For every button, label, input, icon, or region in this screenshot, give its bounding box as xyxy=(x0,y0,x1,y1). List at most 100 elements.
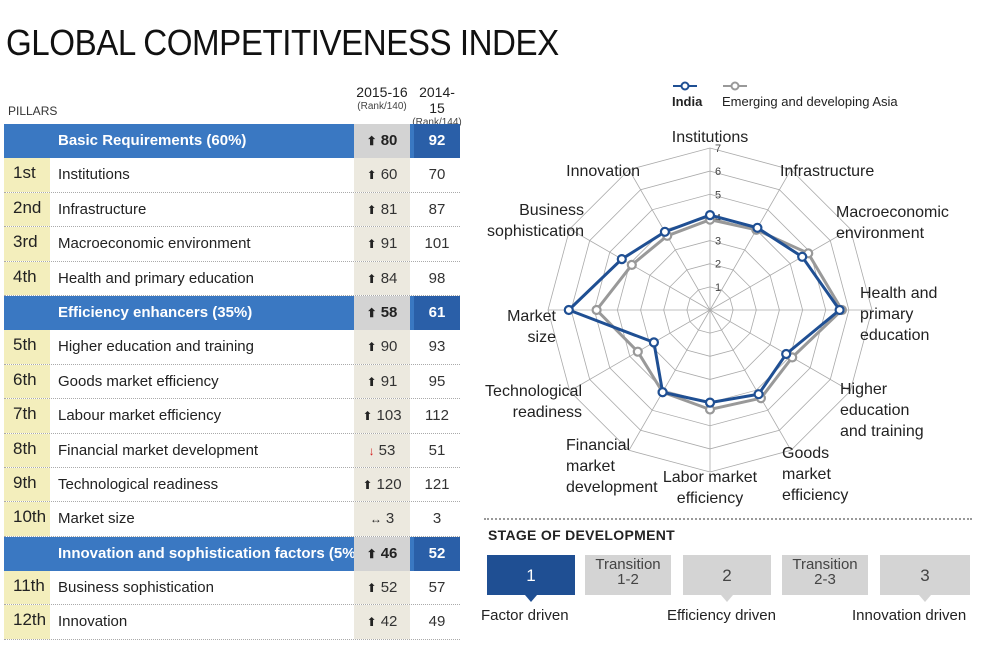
series-point xyxy=(648,337,659,348)
pillar-name: Macroeconomic environment xyxy=(58,235,251,253)
series-point xyxy=(753,389,764,400)
pillar-name: Institutions xyxy=(58,166,130,184)
arrow-up-icon: ⬆ xyxy=(366,305,377,320)
axis-label: Macroeconomic environment xyxy=(836,204,949,242)
series-point xyxy=(632,346,643,357)
axis-label: Labor market efficiency xyxy=(663,469,758,507)
arrow-up-icon: ⬆ xyxy=(366,615,377,630)
pillar-rank: 6th xyxy=(4,364,50,399)
axis-label: Financial market development xyxy=(566,437,658,496)
arrow-up-icon: ⬆ xyxy=(366,271,377,286)
table-row: 6th Goods market efficiency ⬆ 91 95 xyxy=(4,364,460,400)
rank-2015-16-value: 81 xyxy=(380,200,398,218)
stage-pointer xyxy=(721,595,733,602)
rank-2014-15: 98 xyxy=(428,269,446,287)
grid-spoke xyxy=(709,309,792,451)
rank-2015-16-value: 103 xyxy=(376,407,402,425)
rank-2015-16: ⬆ 103 xyxy=(354,399,410,433)
rank-2015-16: ⬆ 84 xyxy=(354,261,410,295)
series-point xyxy=(704,209,716,221)
pillar-rank xyxy=(4,536,50,572)
series-point xyxy=(657,387,668,398)
arrow-up-icon: ⬆ xyxy=(366,581,377,596)
legend-marker-asia xyxy=(723,81,747,91)
stage-box-label: 3 xyxy=(920,566,930,585)
table-group-row: Innovation and sophistication factors (5… xyxy=(4,536,460,572)
pillar-name: Health and primary education xyxy=(58,269,254,287)
table-group-row: Basic Requirements (60%) ⬆ 80 92 xyxy=(4,124,460,159)
pillar-rank: 8th xyxy=(4,433,50,467)
rank-2015-16: ↔ 3 xyxy=(354,502,410,536)
rank-2015-16: ⬆ 80 xyxy=(354,124,410,159)
stage-divider xyxy=(484,518,972,520)
rank-2015-16-value: 60 xyxy=(380,166,398,184)
pillar-name: Labour market efficiency xyxy=(58,407,222,425)
rank-2015-16-value: 42 xyxy=(380,613,398,631)
stage-caption-efficiency: Efficiency driven xyxy=(667,607,776,624)
table-row: 7th Labour market efficiency ⬆ 103 112 xyxy=(4,399,460,434)
tick-label: 6 xyxy=(715,166,721,178)
tick-label: 7 xyxy=(715,143,721,155)
stage-pointer xyxy=(919,595,931,602)
rank-2014-15: 61 xyxy=(414,295,460,331)
series-point xyxy=(591,304,602,316)
pillar-name: Financial market development xyxy=(58,441,259,459)
stage-box-label: 2 xyxy=(722,566,732,585)
table-row: 8th Financial market development ↓ 53 51 xyxy=(4,433,460,468)
rank-2015-16: ⬆ 58 xyxy=(354,295,410,331)
series-point xyxy=(752,222,763,233)
series-line xyxy=(594,218,844,412)
rank-2015-16-value: 52 xyxy=(380,579,398,597)
rank-2014-15: 3 xyxy=(432,510,442,528)
rank-2014-15: 70 xyxy=(428,166,446,184)
arrow-up-icon: ⬆ xyxy=(362,409,373,424)
pillar-rank: 3rd xyxy=(4,227,50,261)
pillar-name: Technological readiness xyxy=(58,475,219,493)
arrow-up-icon: ⬆ xyxy=(366,134,377,148)
stage-box: Transition 1-2 xyxy=(585,555,671,595)
grid-spoke xyxy=(569,228,711,311)
pillar-rank: 10th xyxy=(4,502,50,536)
pillar-name: Efficiency enhancers (35%) xyxy=(58,303,253,321)
arrow-up-icon: ⬆ xyxy=(366,340,377,355)
radar-chart: 1234567InstitutionsInfrastructureMacroec… xyxy=(485,129,949,507)
rank-2015-16-value: 53 xyxy=(378,441,396,459)
stage-box-sublabel: 1-2 xyxy=(617,571,639,588)
arrow-up-icon: ⬆ xyxy=(366,237,377,252)
rank-2015-16-value: 84 xyxy=(380,269,398,287)
pillar-name: Business sophistication xyxy=(58,579,214,597)
legend-label-asia: Emerging and developing Asia xyxy=(722,94,898,109)
grid-spoke xyxy=(628,309,711,451)
series-point xyxy=(626,259,637,270)
rank-2015-16: ⬆ 60 xyxy=(354,158,410,192)
series-point xyxy=(659,226,670,237)
rank-2015-16: ⬆ 46 xyxy=(354,536,410,572)
pillar-name: Innovation xyxy=(58,613,128,631)
pillar-rank: 11th xyxy=(4,571,50,605)
rank-2014-15: 121 xyxy=(424,475,450,493)
table-row: 11th Business sophistication ⬆ 52 57 xyxy=(4,571,460,606)
pillar-name: Market size xyxy=(58,510,135,528)
table-group-row: Efficiency enhancers (35%) ⬆ 58 61 xyxy=(4,295,460,331)
rank-2014-15: 92 xyxy=(414,124,460,159)
pillar-rank: 9th xyxy=(4,467,50,502)
tick-label: 5 xyxy=(715,189,721,201)
rank-2015-16-value: 90 xyxy=(380,338,398,356)
pillar-rank: 1st xyxy=(4,158,50,192)
column-header-2015-16: 2015-16 (Rank/140) xyxy=(354,84,410,112)
page-title: GLOBAL COMPETITIVENESS INDEX xyxy=(6,22,559,63)
pillars-table: Basic Requirements (60%) ⬆ 80 92 1st Institut… xyxy=(4,124,460,640)
arrow-left-right-icon: ↔ xyxy=(369,512,382,527)
stage-caption-factor: Factor driven xyxy=(481,607,569,624)
axis-label: Institutions xyxy=(672,129,748,146)
stage-box-label: Transition xyxy=(792,556,858,573)
table-row: 12th Innovation ⬆ 42 49 xyxy=(4,605,460,640)
stage-box-label: Transition xyxy=(595,556,661,573)
stage-caption-innovation: Innovation driven xyxy=(852,607,967,624)
rank-2014-15: 52 xyxy=(414,536,460,572)
column-header-2014-15-sub: (Rank/144) xyxy=(412,117,462,128)
legend-label-india: India xyxy=(672,94,703,109)
pillar-rank: 2nd xyxy=(4,192,50,227)
rank-2015-16: ⬆ 52 xyxy=(354,571,410,605)
tick-label: 2 xyxy=(715,259,721,271)
